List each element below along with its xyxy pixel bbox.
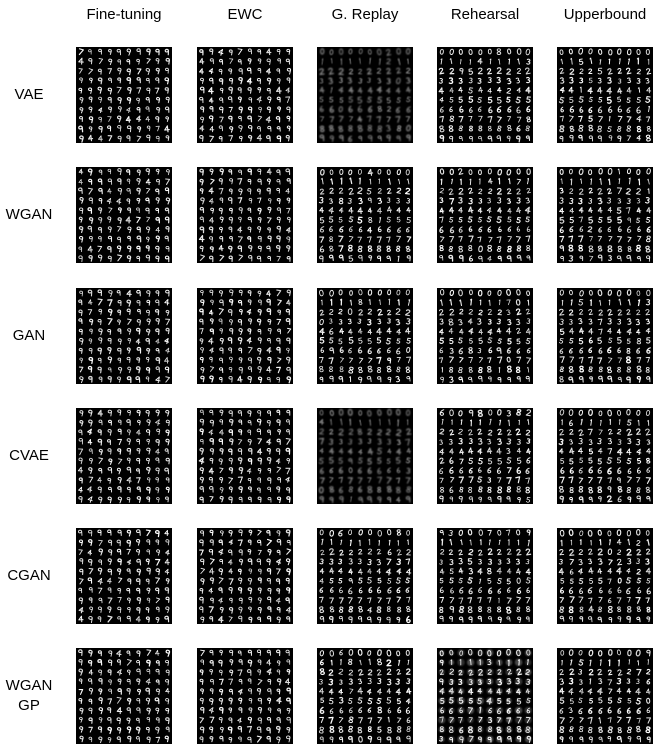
sample-grid-image	[76, 288, 172, 384]
sample-grid-image	[557, 47, 653, 143]
sample-grid-image	[557, 528, 653, 624]
sample-grid-image	[197, 648, 293, 744]
row-label: WGAN	[5, 206, 53, 223]
sample-grid-image	[317, 408, 413, 504]
sample-grid-image	[197, 288, 293, 384]
sample-grid-image	[557, 288, 653, 384]
row-label: VAE	[14, 86, 44, 103]
sample-grid-image	[317, 47, 413, 143]
sample-grid-image	[557, 408, 653, 504]
column-header: Fine-tuning	[86, 6, 162, 23]
sample-grid-image	[76, 167, 172, 263]
column-header: Upperbound	[563, 6, 647, 23]
sample-grid-image	[437, 47, 533, 143]
sample-grid-image	[76, 648, 172, 744]
sample-grid-image	[437, 167, 533, 263]
sample-grid-image	[197, 528, 293, 624]
sample-grid-image	[317, 528, 413, 624]
column-header: G. Replay	[331, 6, 399, 23]
sample-grid-image	[197, 408, 293, 504]
row-label: GAN	[12, 327, 46, 344]
column-header: Rehearsal	[450, 6, 520, 23]
sample-grid-image	[76, 528, 172, 624]
sample-grid-image	[437, 408, 533, 504]
sample-grid-image	[437, 288, 533, 384]
sample-grid-image	[557, 648, 653, 744]
sample-grid-image	[317, 648, 413, 744]
sample-grid-image	[76, 47, 172, 143]
sample-grid-image	[197, 167, 293, 263]
sample-grid-image	[197, 47, 293, 143]
row-label: WGAN GP	[5, 677, 53, 714]
row-label: CVAE	[9, 447, 49, 464]
column-header: EWC	[227, 6, 263, 23]
sample-grid-image	[437, 528, 533, 624]
sample-grid-image	[437, 648, 533, 744]
sample-grid-image	[557, 167, 653, 263]
sample-grid-image	[317, 167, 413, 263]
sample-grid-image	[76, 408, 172, 504]
row-label: CGAN	[7, 567, 51, 584]
sample-grid-image	[317, 288, 413, 384]
